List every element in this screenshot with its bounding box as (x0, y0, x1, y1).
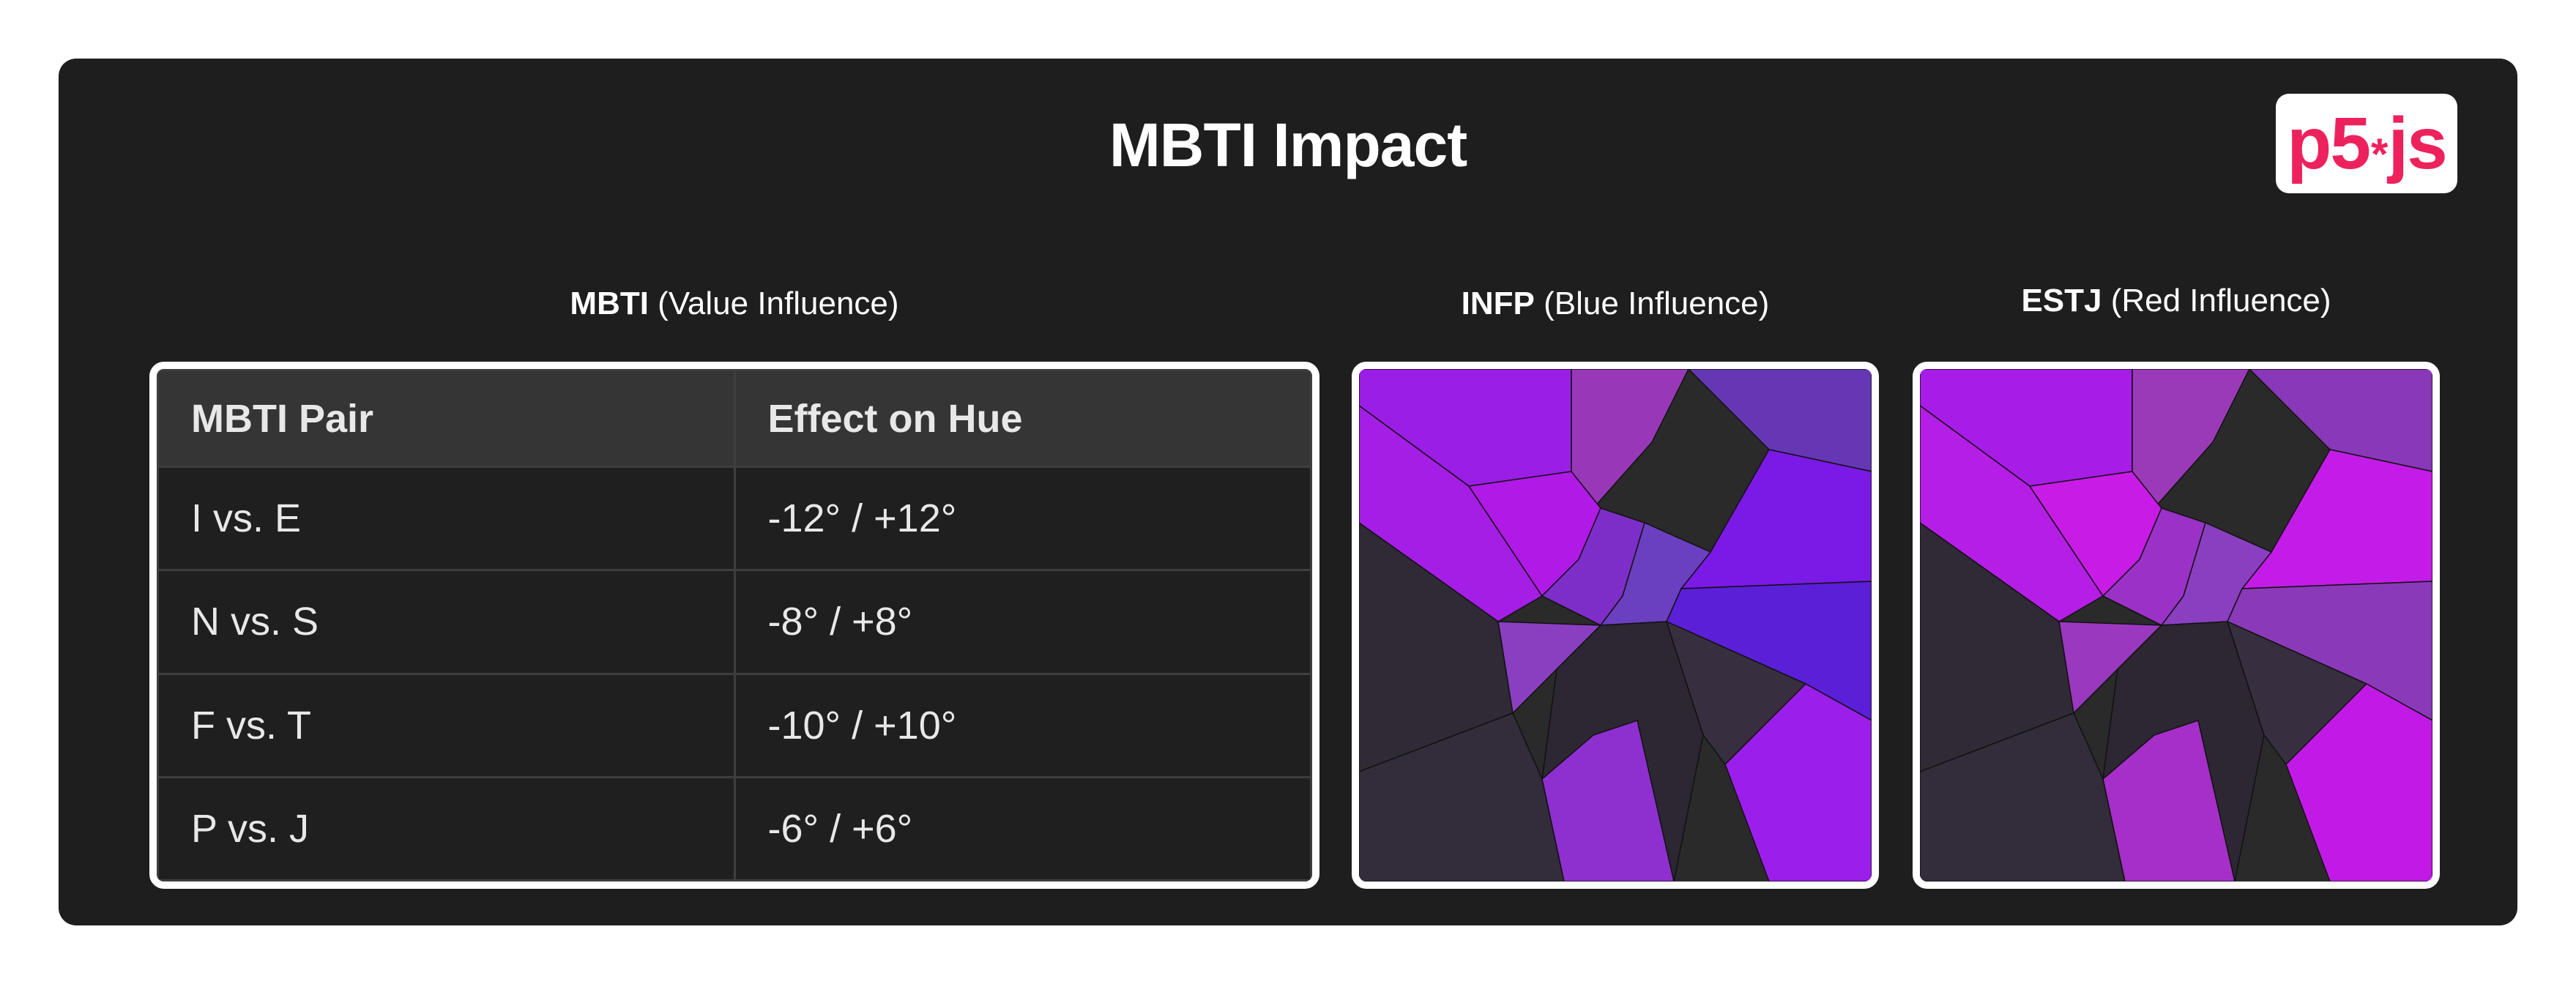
cell-pair: I vs. E (157, 465, 736, 572)
cell-pair: F vs. T (157, 672, 736, 778)
table-header-row: MBTI Pair Effect on Hue (157, 369, 1312, 468)
estj-voronoi-canvas (1920, 369, 2432, 881)
logo-asterisk: * (2370, 129, 2388, 179)
estj-voronoi-cell (1920, 405, 2104, 622)
estj-voronoi-cell (2248, 369, 2432, 472)
table-row: F vs. T -10° / +10° (157, 672, 1312, 778)
table-caption-rest: (Value Influence) (648, 286, 899, 321)
main-panel: MBTI Impact p5 * js MBTI (Value Influence)… (59, 59, 2517, 925)
mbti-table-frame: MBTI Pair Effect on Hue I vs. E -12° / +… (149, 362, 1319, 889)
estj-caption: ESTJ (Red Influence) (1913, 283, 2440, 319)
estj-caption-bold: ESTJ (2021, 283, 2102, 318)
infp-voronoi-cell (1541, 720, 1675, 881)
infp-caption-rest: (Blue Influence) (1534, 286, 1770, 321)
infp-artwork-frame (1352, 362, 1879, 889)
estj-voronoi-cell (2102, 720, 2236, 881)
header-effect-on-hue: Effect on Hue (733, 369, 1312, 468)
table-caption: MBTI (Value Influence) (149, 286, 1319, 322)
logo-text-right: js (2388, 102, 2447, 184)
cell-pair: N vs. S (157, 569, 736, 675)
estj-voronoi-cell (2132, 369, 2250, 510)
estj-voronoi-cell (2241, 449, 2432, 589)
infp-voronoi-canvas (1359, 369, 1872, 881)
mbti-table: MBTI Pair Effect on Hue I vs. E -12° / +… (157, 369, 1312, 881)
cell-effect: -10° / +10° (733, 672, 1312, 778)
infp-voronoi-cell (1724, 683, 1872, 881)
cell-effect: -8° / +8° (733, 569, 1312, 675)
infp-caption: INFP (Blue Influence) (1352, 286, 1879, 322)
p5js-logo[interactable]: p5 * js (2276, 94, 2457, 193)
infp-voronoi-cell (1680, 449, 1872, 589)
cell-effect: -12° / +12° (733, 465, 1312, 572)
table-row: I vs. E -12° / +12° (157, 465, 1312, 572)
table-row: N vs. S -8° / +8° (157, 569, 1312, 675)
infp-voronoi-cell (1359, 405, 1544, 622)
logo-text-left: p5 (2287, 102, 2371, 184)
cell-pair: P vs. J (157, 775, 736, 881)
estj-voronoi-cell (2285, 683, 2432, 881)
header-mbti-pair: MBTI Pair (157, 369, 736, 468)
cell-effect: -6° / +6° (733, 775, 1312, 881)
estj-artwork-frame (1913, 362, 2440, 889)
infp-voronoi-cell (1687, 369, 1872, 472)
table-caption-bold: MBTI (570, 286, 649, 321)
page-title: MBTI Impact (1109, 111, 1467, 179)
infp-voronoi-cell (1571, 369, 1689, 510)
table-row: P vs. J -6° / +6° (157, 775, 1312, 881)
infp-caption-bold: INFP (1461, 286, 1535, 321)
estj-caption-rest: (Red Influence) (2102, 283, 2331, 318)
